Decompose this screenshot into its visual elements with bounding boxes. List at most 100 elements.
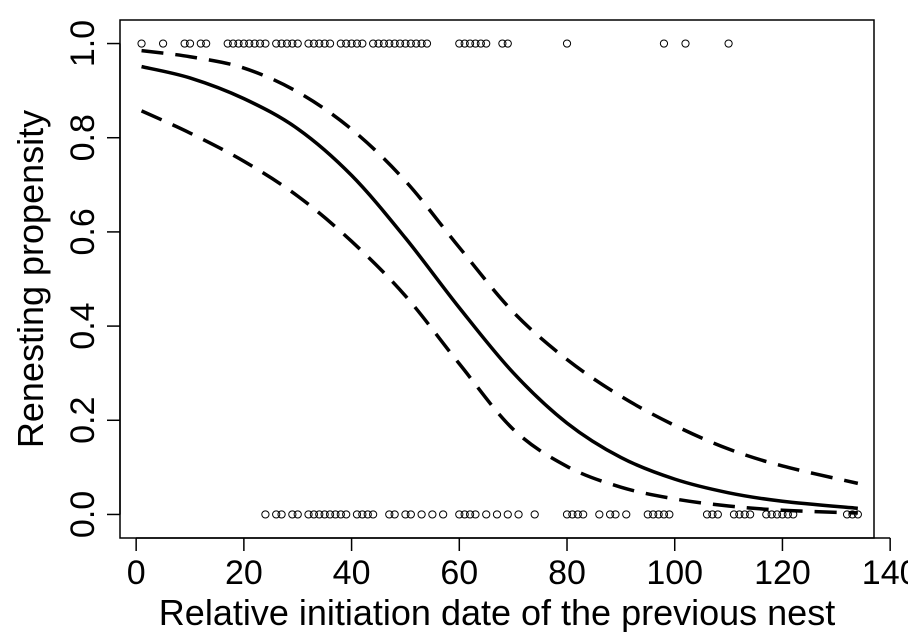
data-point (282, 39, 292, 48)
data-point (374, 39, 383, 48)
data-point (573, 510, 582, 519)
x-axis: 0 20 40 60 80 100 120 140 (127, 537, 908, 592)
data-point (390, 510, 399, 519)
data-point (503, 39, 512, 48)
data-point (428, 510, 437, 519)
data-point (562, 510, 572, 519)
fitted-curve (141, 64, 859, 511)
data-point (245, 39, 254, 48)
data-point (729, 510, 739, 519)
data-point (277, 510, 286, 519)
data-point (740, 510, 749, 519)
x-tick-label: 80 (548, 554, 586, 592)
data-point (320, 39, 329, 48)
data-point (471, 510, 480, 519)
data-point (250, 39, 259, 48)
data-point (406, 39, 415, 48)
data-point (530, 510, 539, 519)
data-point (185, 39, 195, 48)
data-point (595, 510, 604, 519)
data-point (665, 510, 674, 519)
data-point (562, 39, 572, 48)
y-tick-label: 0.8 (64, 114, 102, 161)
data-point (659, 510, 669, 519)
x-tick-label: 120 (754, 554, 811, 592)
data-point (401, 510, 410, 519)
data-point (325, 39, 335, 48)
data-point (735, 510, 744, 519)
data-point (465, 39, 475, 48)
x-tick-label: 20 (225, 554, 263, 592)
data-point (272, 39, 281, 48)
data-point (180, 39, 189, 48)
data-point (352, 39, 362, 48)
data-point (482, 39, 491, 48)
data-point (568, 510, 577, 519)
data-point (369, 510, 378, 519)
data-point (713, 510, 722, 519)
data-point (309, 510, 318, 519)
data-point (417, 510, 426, 519)
data-point (482, 510, 491, 519)
data-point (412, 39, 421, 48)
data-point (352, 510, 362, 519)
data-point (767, 510, 776, 519)
data-point (309, 39, 318, 48)
data-point (342, 510, 351, 519)
data-point (325, 510, 335, 519)
data-point (401, 39, 410, 48)
data-point (342, 39, 351, 48)
fitted-curves (140, 48, 859, 515)
data-point (579, 510, 588, 519)
observation-points (137, 39, 862, 519)
data-point (304, 510, 313, 519)
data-point (293, 510, 302, 519)
data-point (304, 39, 313, 48)
data-point (379, 39, 388, 48)
data-point (746, 510, 755, 519)
data-point (406, 510, 415, 519)
data-point (492, 510, 502, 519)
data-point (385, 510, 394, 519)
data-point (708, 510, 717, 519)
data-point (315, 510, 324, 519)
data-point (422, 39, 432, 48)
data-point (455, 510, 464, 519)
data-point (277, 39, 286, 48)
data-point (659, 39, 669, 48)
y-tick-label: 0.4 (64, 302, 102, 349)
data-point (465, 510, 475, 519)
data-point (369, 39, 378, 48)
data-point (331, 510, 340, 519)
y-axis: 0.0 0.2 0.4 0.6 0.8 1.0 (64, 20, 121, 538)
data-point (229, 39, 238, 48)
data-point (395, 39, 405, 48)
data-point (772, 510, 782, 519)
data-point (336, 39, 345, 48)
data-point (649, 510, 658, 519)
data-point (288, 39, 297, 48)
x-tick-label: 100 (646, 554, 703, 592)
y-axis-title: Renesting propensity (10, 110, 51, 448)
data-point (358, 39, 367, 48)
x-axis-title: Relative initiation date of the previous… (159, 592, 835, 632)
data-point (681, 39, 690, 48)
data-point (261, 510, 270, 519)
data-point (417, 39, 426, 48)
data-point (336, 510, 345, 519)
data-point (503, 510, 512, 519)
data-point (611, 510, 620, 519)
y-tick-label: 1.0 (64, 20, 102, 67)
x-tick-label: 40 (333, 554, 371, 592)
data-point (514, 510, 523, 519)
data-point (460, 510, 469, 519)
data-point (455, 39, 464, 48)
data-point (261, 39, 270, 48)
data-point (272, 510, 281, 519)
data-point (363, 510, 372, 519)
data-point (460, 39, 469, 48)
data-point (385, 39, 394, 48)
x-tick-label: 0 (127, 554, 146, 592)
data-point (702, 510, 712, 519)
data-point (622, 510, 631, 519)
